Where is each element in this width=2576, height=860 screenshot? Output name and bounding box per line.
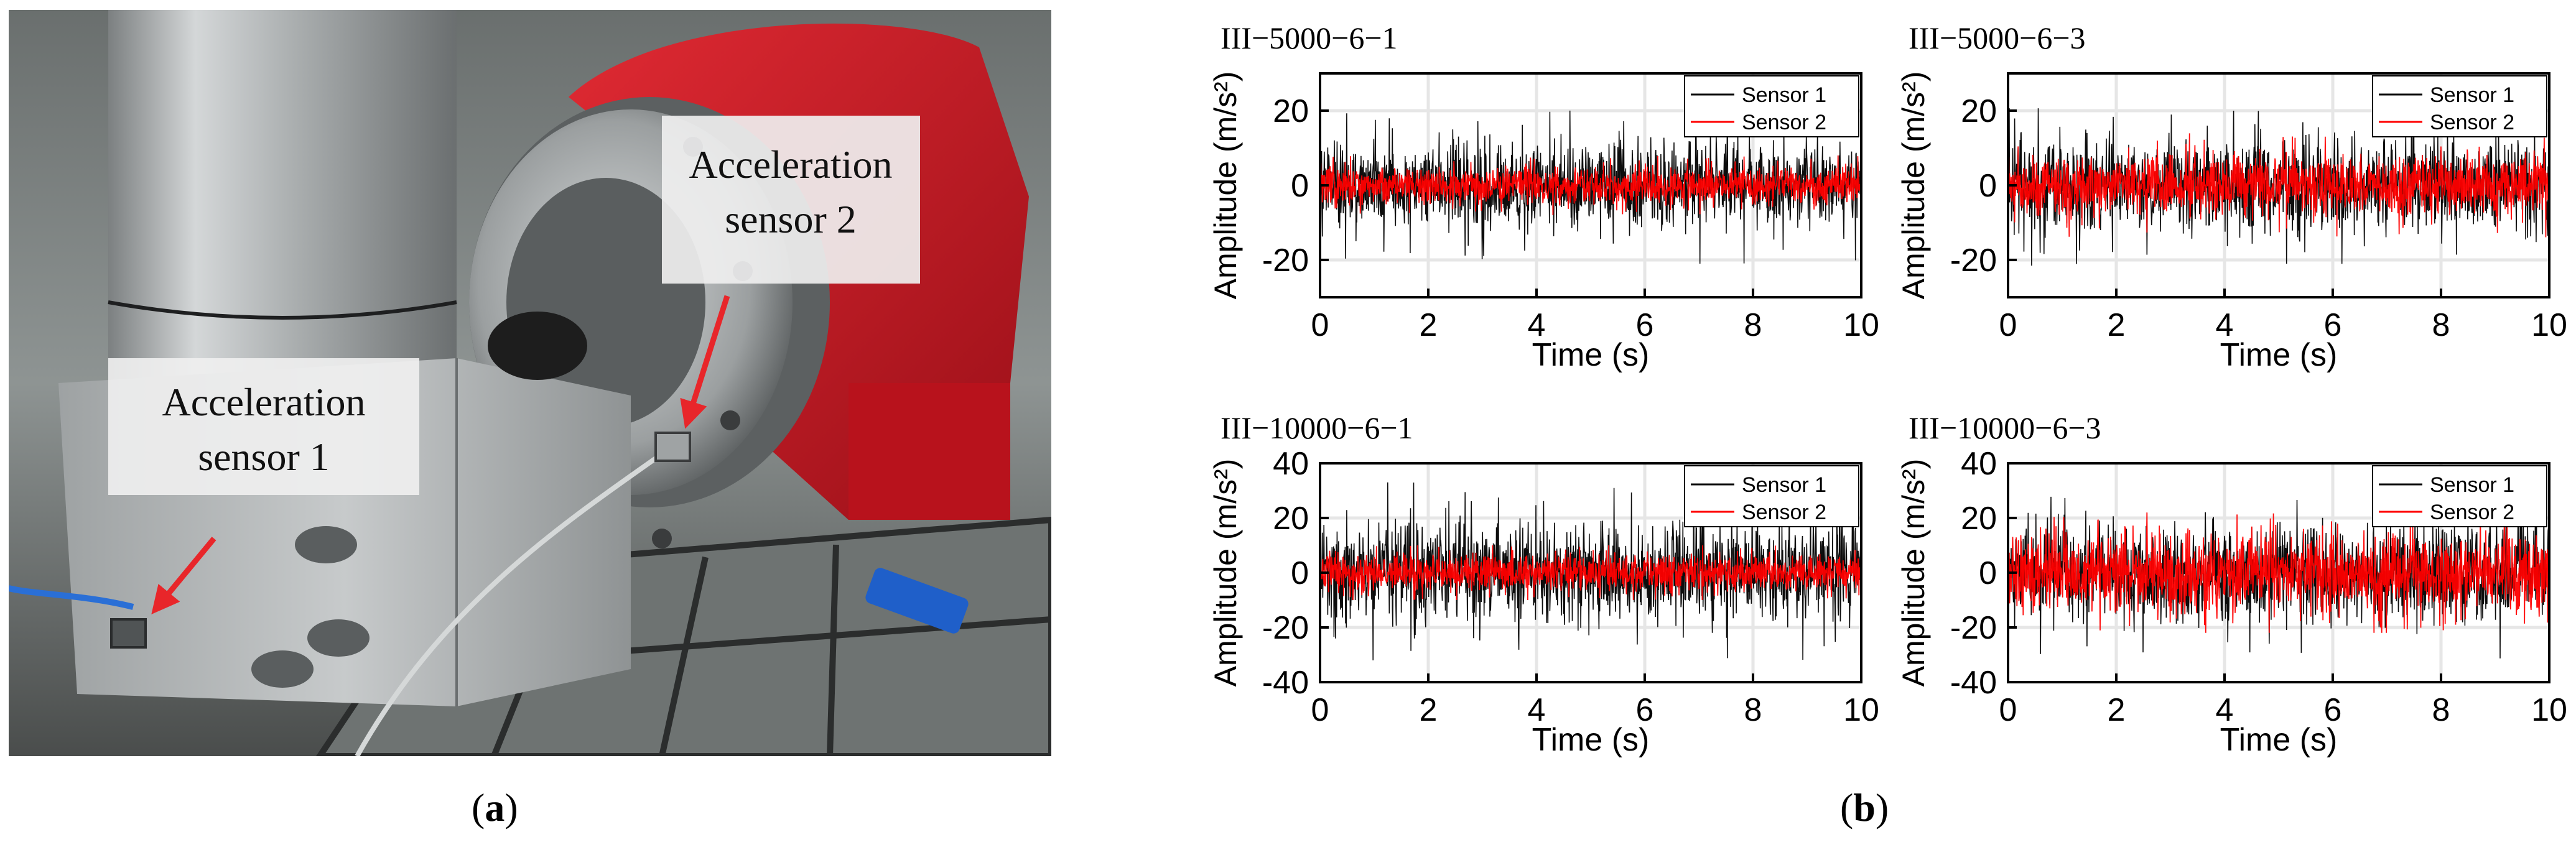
arrow-sensor-2 (680, 295, 730, 429)
acceleration-sensor-1 (110, 618, 147, 649)
x-tick-label: 0 (1999, 307, 2017, 343)
legend-box (2372, 465, 2547, 527)
legend-box (1684, 465, 1859, 527)
legend: Sensor 1 Sensor 2 (1684, 465, 1859, 527)
x-tick-label: 8 (2432, 307, 2450, 343)
x-tick-label: 10 (1843, 692, 1879, 728)
panel-a-label-letter: a (485, 785, 505, 830)
legend-label: Sensor 2 (2430, 111, 2514, 134)
chart-3: III−10000−6−1 0 2 4 6 8 10 -40 -20 0 20 40 Time (s) A… (1208, 410, 1879, 758)
y-tick-label: -20 (1950, 610, 1997, 646)
panel-b-label: (b) (1840, 785, 1889, 831)
chart-title: III−5000−6−3 (1909, 21, 2086, 55)
legend-label: Sensor 1 (1742, 83, 1826, 107)
legend-label: Sensor 2 (2430, 501, 2514, 524)
annotation-sensor-1-line-2: sensor 1 (198, 435, 330, 479)
x-tick-label: 0 (1311, 307, 1329, 343)
x-tick-label: 6 (2324, 307, 2342, 343)
chart-title: III−5000−6−1 (1221, 21, 1398, 55)
legend-label: Sensor 2 (1742, 501, 1826, 524)
series-line-sensor-2 (1319, 545, 1862, 601)
annotation-sensor-1-line-1: Acceleration (162, 380, 366, 424)
legend-label: Sensor 1 (2430, 473, 2514, 497)
acceleration-sensor-2 (654, 432, 691, 462)
sensor-setup-photo: Acceleration sensor 1 Acceleration senso… (9, 10, 1051, 756)
y-tick-label: 40 (1961, 446, 1997, 482)
x-tick-label: 2 (1420, 692, 1438, 728)
legend: Sensor 1 Sensor 2 (2372, 75, 2547, 137)
y-tick-label: 20 (1273, 501, 1309, 537)
y-tick-label: -20 (1950, 243, 1997, 279)
y-tick-label: 20 (1273, 93, 1309, 129)
x-tick-label: 10 (1843, 307, 1879, 343)
legend-label: Sensor 2 (1742, 111, 1826, 134)
x-axis-label: Time (s) (1532, 722, 1650, 758)
panel-a-label-close: ) (505, 785, 518, 830)
annotation-sensor-2-line-2: sensor 2 (725, 197, 857, 241)
y-tick-label: 0 (1291, 168, 1309, 204)
y-axis-label: Amplitude (m/s²) (1208, 459, 1243, 687)
x-axis-label: Time (s) (2220, 337, 2338, 373)
series-line-sensor-2 (1319, 155, 1862, 216)
x-axis-label: Time (s) (1532, 337, 1650, 373)
x-tick-label: 8 (1744, 692, 1762, 728)
steel-column (108, 10, 457, 395)
x-tick-label: 4 (1528, 692, 1546, 728)
x-tick-label: 0 (1311, 692, 1329, 728)
y-tick-label: 0 (1979, 168, 1997, 204)
legend-box (1684, 75, 1859, 137)
x-tick-label: 4 (1528, 307, 1546, 343)
arrow-sensor-1 (151, 537, 216, 614)
annotation-sensor-2: Acceleration sensor 2 (662, 116, 920, 284)
x-tick-label: 2 (2108, 692, 2126, 728)
x-tick-label: 6 (1636, 692, 1654, 728)
x-tick-label: 10 (2531, 692, 2567, 728)
x-tick-label: 4 (2216, 307, 2234, 343)
series-line-sensor-2 (2007, 512, 2550, 633)
panel-b-label-open: ( (1840, 785, 1854, 830)
series-line-sensor-2 (2007, 133, 2550, 238)
x-tick-label: 8 (2432, 692, 2450, 728)
x-tick-label: 6 (2324, 692, 2342, 728)
legend: Sensor 1 Sensor 2 (1684, 75, 1859, 137)
y-tick-label: -20 (1262, 610, 1309, 646)
legend-label: Sensor 1 (2430, 83, 2514, 107)
legend: Sensor 1 Sensor 2 (2372, 465, 2547, 527)
y-tick-label: 20 (1961, 93, 1997, 129)
panel-a-label: (a) (472, 785, 518, 831)
chart-4: III−10000−6−3 0 2 4 6 8 10 -40 -20 0 20 40 Time (s) A… (1896, 410, 2567, 758)
y-tick-label: 20 (1961, 501, 1997, 537)
y-tick-label: 0 (1291, 555, 1309, 591)
chart-title: III−10000−6−3 (1909, 410, 2101, 445)
annotation-sensor-1: Acceleration sensor 1 (108, 358, 419, 495)
x-axis-label: Time (s) (2220, 722, 2338, 758)
y-axis-label: Amplitude (m/s²) (1896, 72, 1931, 300)
legend-box (2372, 75, 2547, 137)
y-axis-label: Amplitude (m/s²) (1896, 459, 1931, 687)
y-tick-label: -20 (1262, 243, 1309, 279)
annotation-sensor-2-line-1: Acceleration (689, 142, 893, 187)
y-tick-label: 0 (1979, 555, 1997, 591)
y-tick-label: -40 (1950, 665, 1997, 701)
x-tick-label: 4 (2216, 692, 2234, 728)
x-tick-label: 2 (1420, 307, 1438, 343)
y-tick-label: -40 (1262, 665, 1309, 701)
y-axis-label: Amplitude (m/s²) (1208, 72, 1243, 300)
legend-label: Sensor 1 (1742, 473, 1826, 497)
x-tick-label: 10 (2531, 307, 2567, 343)
x-tick-label: 2 (2108, 307, 2126, 343)
x-tick-label: 6 (1636, 307, 1654, 343)
y-tick-label: 40 (1273, 446, 1309, 482)
panel-a-label-open: ( (472, 785, 485, 830)
x-tick-label: 0 (1999, 692, 2017, 728)
panel-b-label-letter: b (1853, 785, 1876, 830)
chart-title: III−10000−6−1 (1221, 410, 1413, 445)
x-tick-label: 8 (1744, 307, 1762, 343)
panel-b-label-close: ) (1875, 785, 1889, 830)
